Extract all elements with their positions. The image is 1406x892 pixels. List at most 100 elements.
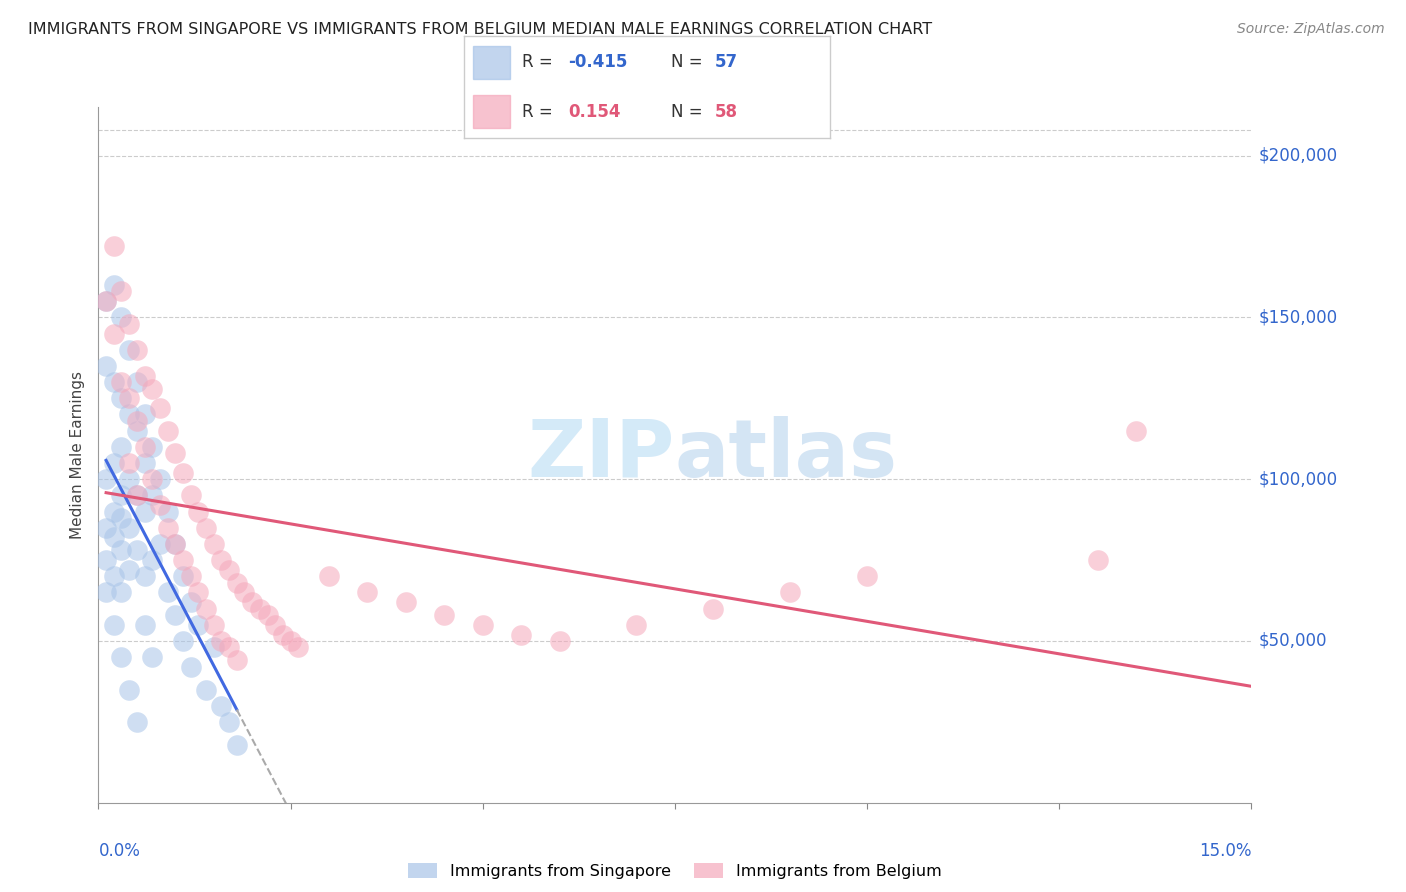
Bar — [472, 45, 510, 78]
Point — [141, 382, 163, 396]
Text: IMMIGRANTS FROM SINGAPORE VS IMMIGRANTS FROM BELGIUM MEDIAN MALE EARNINGS CORREL: IMMIGRANTS FROM SINGAPORE VS IMMIGRANTS … — [28, 22, 932, 37]
Point — [118, 682, 141, 697]
Point — [125, 424, 148, 438]
Point — [218, 714, 240, 729]
Point — [209, 634, 232, 648]
Legend: Immigrants from Singapore, Immigrants from Belgium: Immigrants from Singapore, Immigrants fr… — [402, 856, 948, 885]
Text: 58: 58 — [714, 103, 737, 120]
Point — [134, 504, 156, 518]
Point — [779, 585, 801, 599]
Text: N =: N = — [671, 103, 707, 120]
Point — [125, 543, 148, 558]
Point — [103, 504, 125, 518]
Point — [225, 575, 247, 590]
Point — [165, 608, 187, 623]
Point — [225, 738, 247, 752]
Text: 57: 57 — [714, 54, 738, 71]
Point — [256, 608, 278, 623]
Point — [180, 569, 202, 583]
Point — [134, 569, 156, 583]
Point — [141, 650, 163, 665]
Text: $150,000: $150,000 — [1258, 309, 1337, 326]
Point — [264, 617, 287, 632]
Point — [195, 601, 218, 615]
Text: -0.415: -0.415 — [568, 54, 627, 71]
Point — [103, 278, 125, 293]
Point — [110, 310, 132, 325]
Point — [626, 617, 648, 632]
Point — [287, 640, 309, 655]
Point — [187, 617, 209, 632]
Point — [94, 521, 117, 535]
Text: 15.0%: 15.0% — [1199, 842, 1251, 860]
Point — [856, 569, 879, 583]
Point — [165, 537, 187, 551]
Point — [118, 456, 141, 470]
Point — [356, 585, 378, 599]
Point — [118, 472, 141, 486]
Y-axis label: Median Male Earnings: Median Male Earnings — [70, 371, 86, 539]
Point — [271, 627, 294, 641]
Point — [118, 343, 141, 357]
Point — [125, 714, 148, 729]
Point — [218, 640, 240, 655]
Point — [433, 608, 456, 623]
Point — [187, 585, 209, 599]
Point — [156, 585, 179, 599]
Point — [510, 627, 533, 641]
Point — [134, 368, 156, 383]
Text: $100,000: $100,000 — [1258, 470, 1337, 488]
Point — [149, 498, 172, 512]
Text: N =: N = — [671, 54, 707, 71]
Text: 0.0%: 0.0% — [98, 842, 141, 860]
Point — [180, 488, 202, 502]
Point — [202, 640, 225, 655]
Point — [141, 472, 163, 486]
Point — [141, 553, 163, 567]
Point — [134, 408, 156, 422]
Point — [249, 601, 271, 615]
Point — [134, 617, 156, 632]
Point — [118, 392, 141, 406]
Point — [280, 634, 302, 648]
Point — [395, 595, 418, 609]
Point — [1087, 553, 1109, 567]
Text: $50,000: $50,000 — [1258, 632, 1327, 650]
Point — [103, 239, 125, 253]
Point — [118, 408, 141, 422]
Point — [125, 343, 148, 357]
Point — [94, 359, 117, 373]
Point — [180, 595, 202, 609]
Point — [172, 634, 194, 648]
Text: R =: R = — [523, 103, 558, 120]
Point — [172, 569, 194, 583]
Bar — [472, 95, 510, 128]
Point — [225, 653, 247, 667]
Text: Source: ZipAtlas.com: Source: ZipAtlas.com — [1237, 22, 1385, 37]
Point — [149, 537, 172, 551]
Point — [195, 521, 218, 535]
Text: ZIP: ZIP — [527, 416, 675, 494]
Point — [218, 563, 240, 577]
Point — [103, 375, 125, 389]
Point — [149, 472, 172, 486]
Point — [110, 440, 132, 454]
Point — [103, 456, 125, 470]
Point — [94, 294, 117, 309]
Point — [118, 521, 141, 535]
Point — [103, 569, 125, 583]
Point — [103, 617, 125, 632]
Point — [125, 414, 148, 428]
Point — [94, 294, 117, 309]
Text: R =: R = — [523, 54, 558, 71]
Point — [110, 650, 132, 665]
Point — [156, 521, 179, 535]
Point — [156, 504, 179, 518]
Point — [94, 553, 117, 567]
Point — [172, 553, 194, 567]
Point — [165, 537, 187, 551]
Point — [187, 504, 209, 518]
Point — [702, 601, 724, 615]
Point — [110, 488, 132, 502]
Point — [548, 634, 571, 648]
